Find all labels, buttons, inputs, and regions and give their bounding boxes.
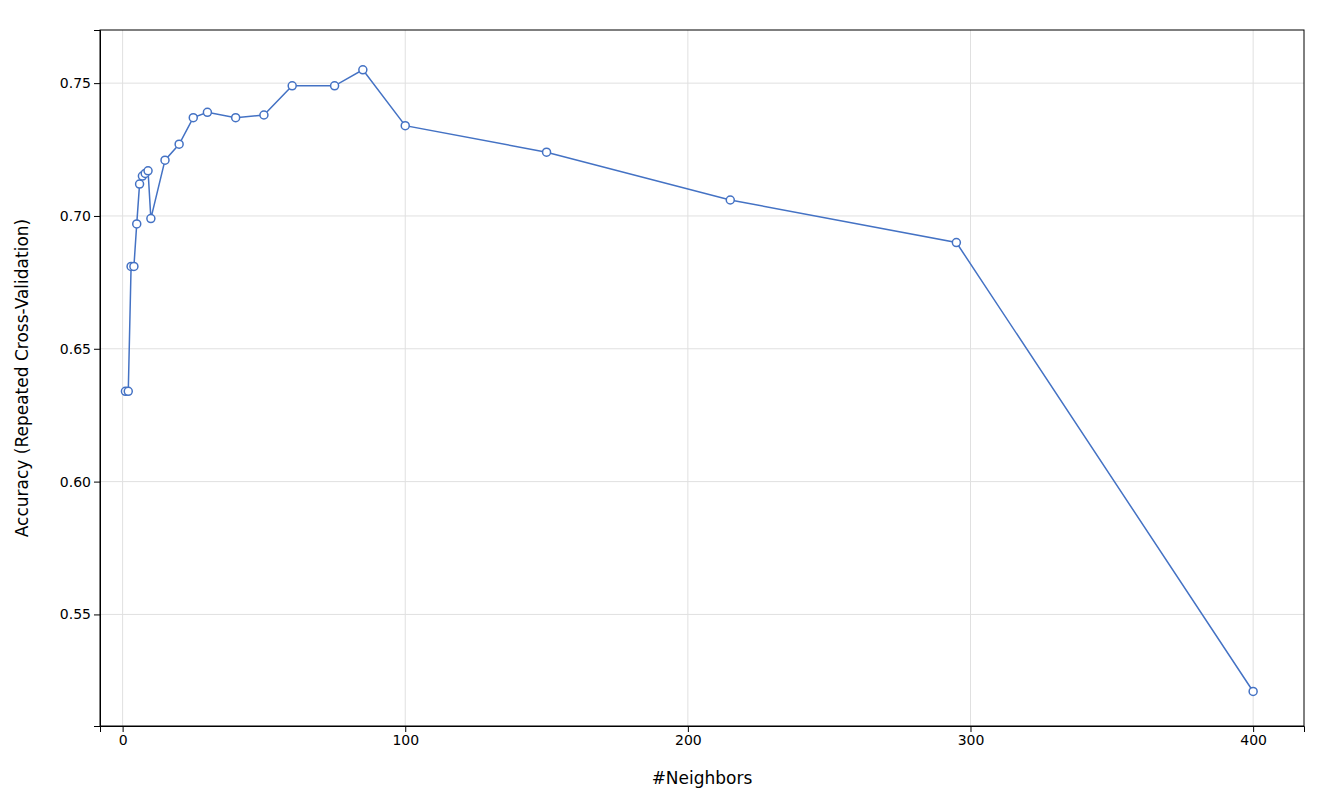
point xyxy=(726,196,734,204)
point xyxy=(147,215,155,223)
tick-label: 0 xyxy=(119,732,128,748)
grid-line xyxy=(100,83,1304,84)
grid-line xyxy=(100,348,1304,349)
tick-label: 0.75 xyxy=(60,75,91,91)
grid-line xyxy=(100,614,1304,615)
point xyxy=(136,180,144,188)
point xyxy=(1249,687,1257,695)
tick: 0 xyxy=(119,726,128,748)
tick-mark xyxy=(94,614,100,615)
axis-line xyxy=(94,31,101,727)
tick-label: 200 xyxy=(675,732,702,748)
point xyxy=(130,262,138,270)
point xyxy=(203,108,211,116)
point xyxy=(331,82,339,90)
tick-label: 0.65 xyxy=(60,341,91,357)
grid-line xyxy=(100,481,1304,482)
chart: 0 100 200 300 400 0.55 0.60 0.65 0.70 0.75 #Neighb… xyxy=(0,0,1344,806)
tick-label: 0.70 xyxy=(60,208,91,224)
tick: 0.70 xyxy=(60,208,100,224)
point xyxy=(144,167,152,175)
tick-label: 0.60 xyxy=(60,474,91,490)
point xyxy=(175,140,183,148)
point xyxy=(124,387,132,395)
point xyxy=(952,239,960,247)
tick: 400 xyxy=(1240,726,1267,748)
tick-label: 100 xyxy=(392,732,419,748)
tick: 0.60 xyxy=(60,474,100,490)
grid-line xyxy=(122,30,123,726)
y-axis-title: Accuracy (Repeated Cross-Validation) xyxy=(12,219,32,537)
y-axis: 0.55 0.60 0.65 0.70 0.75 xyxy=(60,31,101,727)
point xyxy=(232,114,240,122)
point xyxy=(133,220,141,228)
tick-mark xyxy=(94,83,100,84)
tick-mark xyxy=(94,349,100,350)
axis-line xyxy=(101,727,1305,733)
tick: 0.65 xyxy=(60,341,100,357)
tick-label: 0.55 xyxy=(60,606,91,622)
plot-frame xyxy=(100,30,1304,726)
grid-line xyxy=(687,30,688,726)
grid-line xyxy=(970,30,971,726)
point xyxy=(161,156,169,164)
point xyxy=(543,148,551,156)
point xyxy=(288,82,296,90)
tick: 0.55 xyxy=(60,606,100,622)
x-axis: 0 100 200 300 400 xyxy=(101,726,1305,748)
tick-mark xyxy=(94,216,100,217)
tick-label: 400 xyxy=(1240,732,1267,748)
point xyxy=(401,122,409,130)
grid xyxy=(100,30,1304,726)
point xyxy=(189,114,197,122)
grid-line xyxy=(405,30,406,726)
grid-line xyxy=(1253,30,1254,726)
tick: 200 xyxy=(675,726,702,748)
tick: 0.75 xyxy=(60,75,100,91)
point xyxy=(260,111,268,119)
line xyxy=(125,70,1253,692)
marks xyxy=(121,66,1257,696)
tick: 100 xyxy=(392,726,419,748)
point xyxy=(359,66,367,74)
tick-label: 300 xyxy=(958,732,985,748)
tick: 300 xyxy=(958,726,985,748)
grid-line xyxy=(100,215,1304,216)
x-axis-title: #Neighbors xyxy=(652,768,753,788)
tick-mark xyxy=(94,482,100,483)
plot-area: 0 100 200 300 400 0.55 0.60 0.65 0.70 0.75 xyxy=(60,30,1305,748)
